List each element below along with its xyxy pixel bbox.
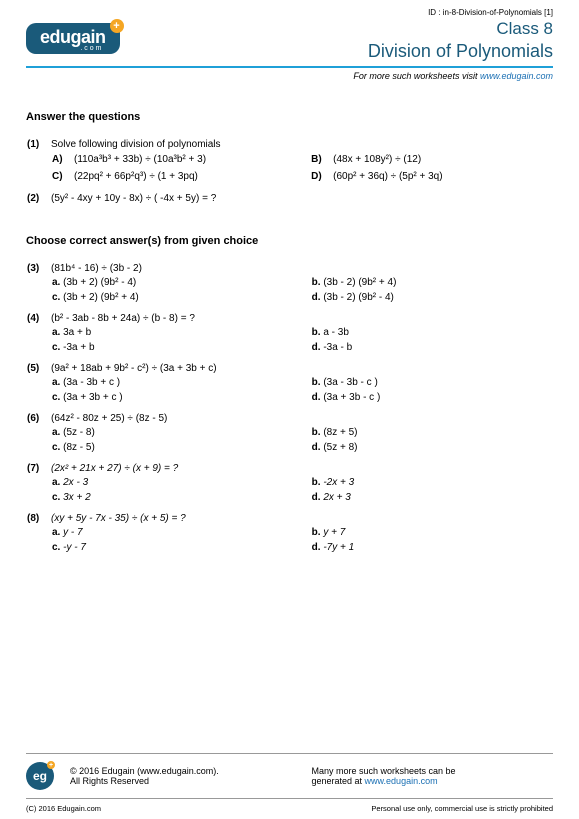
- q3-b-l: b.: [312, 277, 321, 288]
- header-rule: [26, 66, 553, 68]
- q5-d-l: d.: [312, 392, 321, 403]
- q6-c: (8z - 5): [63, 442, 95, 453]
- q6-a-l: a.: [52, 427, 60, 438]
- q2-text: (5y² - 4xy + 10y - 8x) ÷ ( -4x + 5y) = ?: [50, 191, 553, 205]
- q6-c-l: c.: [52, 442, 60, 453]
- q1-text: Solve following division of polynomials: [50, 137, 553, 151]
- q6-a: (5z - 8): [63, 427, 95, 438]
- q8-a: y - 7: [63, 527, 82, 538]
- q5-num: (5): [26, 361, 50, 375]
- footer-plus-icon: +: [47, 761, 55, 769]
- q4-c: -3a + b: [63, 342, 94, 353]
- q8-c-l: c.: [52, 542, 60, 553]
- q3-num: (3): [26, 261, 50, 275]
- visit-link[interactable]: www.edugain.com: [480, 71, 553, 81]
- q4-num: (4): [26, 311, 50, 325]
- q4-d-l: d.: [312, 342, 321, 353]
- q7-b: -2x + 3: [323, 477, 354, 488]
- q7-d-l: d.: [312, 492, 321, 503]
- q1-d-label: D): [309, 168, 331, 185]
- q4-text: (b² - 3ab - 8b + 24a) ÷ (b - 8) = ?: [50, 311, 553, 325]
- q7-c-l: c.: [52, 492, 60, 503]
- q3-a-l: a.: [52, 277, 60, 288]
- worksheet-id: ID : in-8-Division-of-Polynomials [1]: [26, 8, 553, 17]
- footer-link[interactable]: www.edugain.com: [365, 776, 438, 786]
- q6-text: (64z² - 80z + 25) ÷ (8z - 5): [50, 411, 553, 425]
- q3-c: (3b + 2) (9b² + 4): [63, 292, 139, 303]
- q7-num: (7): [26, 461, 50, 475]
- q3-a: (3b + 2) (9b² - 4): [63, 277, 136, 288]
- q8-c: -y - 7: [63, 542, 86, 553]
- footer-copyright: © 2016 Edugain (www.edugain.com).: [70, 766, 312, 776]
- q6-d: (5z + 8): [323, 442, 357, 453]
- q5-c: (3a + 3b + c ): [63, 392, 122, 403]
- q1-num: (1): [26, 137, 50, 151]
- footer: eg+ © 2016 Edugain (www.edugain.com). Al…: [26, 753, 553, 799]
- q7-d: 2x + 3: [323, 492, 351, 503]
- q6-b-l: b.: [312, 427, 321, 438]
- q1-c-expr: (22pq² + 66p²q³) ÷ (1 + 3pq): [72, 168, 309, 185]
- visit-prefix: For more such worksheets visit: [353, 71, 480, 81]
- footer-more-1: Many more such worksheets can be: [312, 766, 554, 776]
- q3-c-l: c.: [52, 292, 60, 303]
- section-2-heading: Choose correct answer(s) from given choi…: [26, 235, 553, 247]
- q1-a-expr: (110a³b³ + 33b) ÷ (10a³b² + 3): [72, 151, 309, 168]
- q8-b-l: b.: [312, 527, 321, 538]
- q6-d-l: d.: [312, 442, 321, 453]
- q7-a: 2x - 3: [63, 477, 88, 488]
- q4-c-l: c.: [52, 342, 60, 353]
- q1-d-expr: (60p² + 36q) ÷ (5p² + 3q): [331, 168, 553, 185]
- footer-logo: eg+: [26, 762, 54, 790]
- q3-text: (81b⁴ - 16) ÷ (3b - 2): [50, 261, 553, 275]
- q1-b-label: B): [309, 151, 331, 168]
- logo: edugain .com +: [26, 23, 120, 54]
- q5-c-l: c.: [52, 392, 60, 403]
- bottom-right: Personal use only, commercial use is str…: [371, 804, 553, 813]
- logo-com: .com: [80, 45, 103, 52]
- q6-b: (8z + 5): [323, 427, 357, 438]
- q1-b-expr: (48x + 108y²) ÷ (12): [331, 151, 553, 168]
- footer-more-2-prefix: generated at: [312, 776, 365, 786]
- logo-plus-icon: +: [110, 19, 124, 33]
- q8-num: (8): [26, 511, 50, 525]
- q3-d: (3b - 2) (9b² - 4): [323, 292, 394, 303]
- q7-text: (2x² + 21x + 27) ÷ (x + 9) = ?: [50, 461, 553, 475]
- q1-a-label: A): [50, 151, 72, 168]
- q6-num: (6): [26, 411, 50, 425]
- q5-b-l: b.: [312, 377, 321, 388]
- q8-d-l: d.: [312, 542, 321, 553]
- q5-b: (3a - 3b - c ): [323, 377, 377, 388]
- q5-text: (9a² + 18ab + 9b² - c²) ÷ (3a + 3b + c): [50, 361, 553, 375]
- class-heading: Class 8: [368, 19, 553, 39]
- topic-heading: Division of Polynomials: [368, 41, 553, 62]
- q4-a-l: a.: [52, 327, 60, 338]
- bottom-left: (C) 2016 Edugain.com: [26, 804, 101, 813]
- q4-a: 3a + b: [63, 327, 91, 338]
- q7-b-l: b.: [312, 477, 321, 488]
- q4-d: -3a - b: [323, 342, 352, 353]
- q2-num: (2): [26, 191, 50, 205]
- q8-text: (xy + 5y - 7x - 35) ÷ (x + 5) = ?: [50, 511, 553, 525]
- q7-c: 3x + 2: [63, 492, 91, 503]
- q3-b: (3b - 2) (9b² + 4): [323, 277, 396, 288]
- q4-b: a - 3b: [323, 327, 349, 338]
- q1-c-label: C): [50, 168, 72, 185]
- q8-a-l: a.: [52, 527, 60, 538]
- footer-rights: All Rights Reserved: [70, 776, 312, 786]
- q5-a-l: a.: [52, 377, 60, 388]
- section-1-heading: Answer the questions: [26, 111, 553, 123]
- q8-b: y + 7: [323, 527, 345, 538]
- visit-line: For more such worksheets visit www.eduga…: [26, 71, 553, 81]
- q5-d: (3a + 3b - c ): [323, 392, 380, 403]
- q4-b-l: b.: [312, 327, 321, 338]
- q8-d: -7y + 1: [323, 542, 354, 553]
- q5-a: (3a - 3b + c ): [63, 377, 120, 388]
- q3-d-l: d.: [312, 292, 321, 303]
- q7-a-l: a.: [52, 477, 60, 488]
